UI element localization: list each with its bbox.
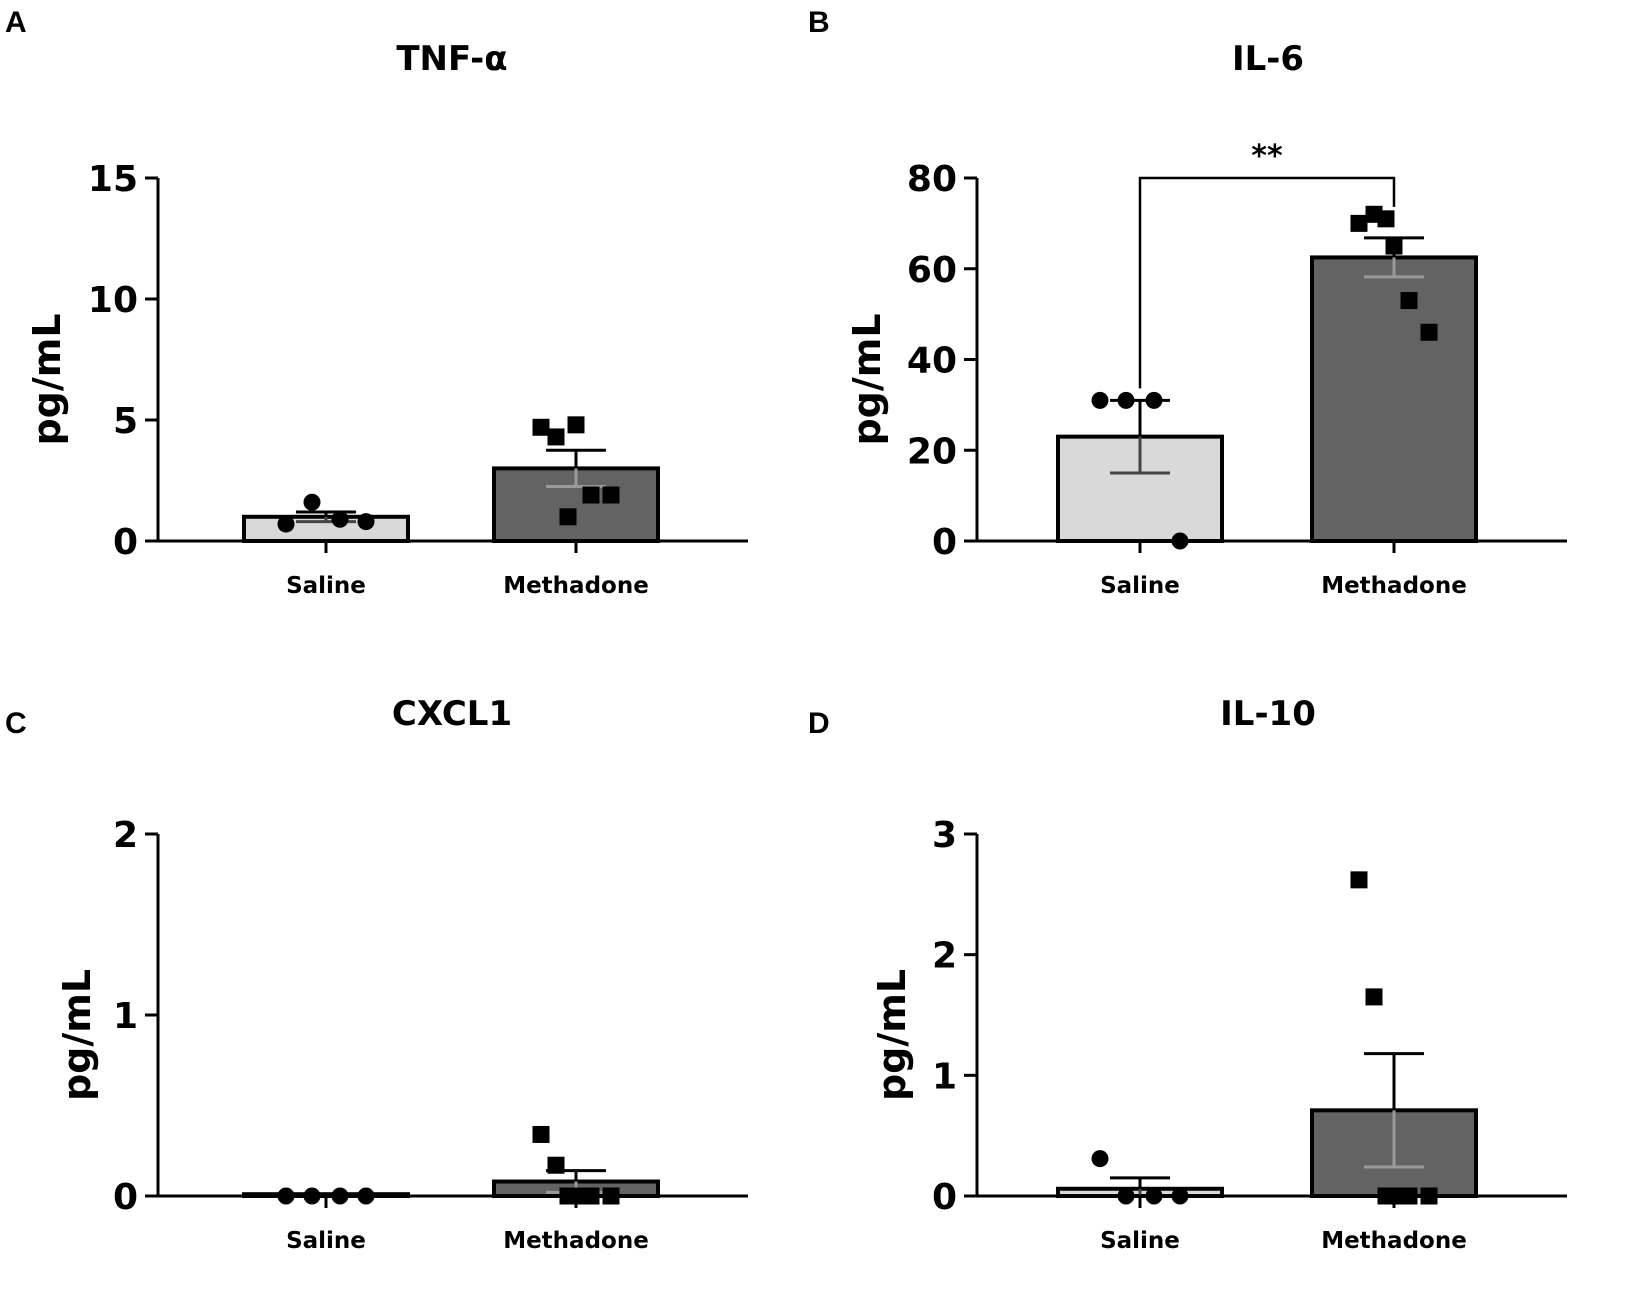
data-point-saline <box>1091 1150 1109 1168</box>
data-point-saline <box>1117 1187 1135 1205</box>
chart-title: IL-10 <box>1220 694 1316 734</box>
data-point-methadone <box>1420 323 1438 341</box>
y-tick-label: 15 <box>88 159 138 200</box>
bar-methadone <box>1310 255 1478 543</box>
y-tick-label: 60 <box>907 250 957 291</box>
significance-label: ** <box>1251 139 1283 174</box>
chart-title: IL-6 <box>1232 39 1304 79</box>
error-bar-methadone <box>1364 1052 1424 1169</box>
y-tick-label: 1 <box>113 996 138 1037</box>
data-point-methadone <box>602 1187 620 1205</box>
data-point-methadone <box>1400 1187 1418 1205</box>
data-point-methadone <box>547 428 565 446</box>
data-point-methadone <box>1385 237 1403 255</box>
x-tick-label-saline: Saline <box>286 1228 366 1254</box>
data-point-saline <box>277 1187 295 1205</box>
y-tick-label: 3 <box>932 815 957 856</box>
panel-letter: C <box>5 707 27 740</box>
data-point-methadone <box>1420 1187 1438 1205</box>
data-point-saline <box>331 1187 349 1205</box>
y-axis-label: pg/mL <box>870 969 914 1101</box>
data-point-methadone <box>532 1125 550 1143</box>
significance-bracket: ** <box>1138 139 1396 389</box>
data-point-saline <box>1145 391 1163 409</box>
panel-letter: D <box>808 707 830 740</box>
data-point-saline <box>331 510 349 528</box>
data-point-methadone <box>532 418 550 436</box>
x-tick-label-methadone: Methadone <box>1321 1228 1467 1254</box>
y-tick-label: 80 <box>907 159 957 200</box>
y-tick-label: 0 <box>932 1177 957 1218</box>
data-point-saline <box>1145 1187 1163 1205</box>
chart-title: CXCL1 <box>392 694 512 734</box>
significance-line <box>1138 176 1396 389</box>
x-tick-label-methadone: Methadone <box>503 1228 649 1254</box>
x-tick-label-saline: Saline <box>1100 1228 1180 1254</box>
data-point-methadone <box>547 1156 565 1174</box>
data-point-methadone <box>582 1187 600 1205</box>
data-point-saline <box>357 1187 375 1205</box>
y-tick-label: 0 <box>932 522 957 563</box>
y-tick-label: 0 <box>113 1177 138 1218</box>
data-point-saline <box>1171 532 1189 550</box>
data-point-methadone <box>582 486 600 504</box>
chart-title: TNF-α <box>396 39 507 79</box>
x-tick-label-methadone: Methadone <box>503 573 649 599</box>
data-point-saline <box>1171 1187 1189 1205</box>
data-point-saline <box>1117 391 1135 409</box>
y-tick-label: 0 <box>113 522 138 563</box>
panel-a: A TNF-α pg/mL 0 5 10 15 Saline Methadone <box>5 6 748 599</box>
y-tick-label: 40 <box>907 341 957 382</box>
panel-b: B IL-6 pg/mL 0 20 40 60 80 Saline Methadone ** <box>808 6 1567 599</box>
data-point-methadone <box>1350 214 1368 232</box>
data-point-saline <box>277 515 295 533</box>
x-tick-label-saline: Saline <box>1100 573 1180 599</box>
data-point-methadone <box>559 1187 577 1205</box>
panel-letter: A <box>5 6 27 39</box>
y-tick-label: 1 <box>932 1056 957 1097</box>
y-axis-label: pg/mL <box>25 313 69 445</box>
data-point-methadone <box>1377 1187 1395 1205</box>
data-point-saline <box>303 493 321 511</box>
y-tick-label: 20 <box>907 431 957 472</box>
panel-c: C CXCL1 pg/mL 0 1 2 Saline Methadone <box>5 694 748 1254</box>
y-tick-label: 2 <box>932 936 957 977</box>
data-point-methadone <box>1400 292 1418 310</box>
data-point-methadone <box>1377 210 1395 228</box>
data-point-methadone <box>1365 988 1383 1006</box>
data-point-saline <box>303 1187 321 1205</box>
data-point-saline <box>357 513 375 531</box>
panel-d: D IL-10 pg/mL 0 1 2 3 Saline Methadone <box>808 694 1567 1254</box>
data-point-methadone <box>567 416 585 434</box>
y-axis-label: pg/mL <box>845 313 889 445</box>
data-point-methadone <box>602 486 620 504</box>
y-tick-label: 5 <box>113 401 138 442</box>
data-point-methadone <box>1350 871 1368 889</box>
x-tick-label-methadone: Methadone <box>1321 573 1467 599</box>
data-point-saline <box>1091 391 1109 409</box>
y-tick-label: 2 <box>113 815 138 856</box>
data-point-methadone <box>559 508 577 526</box>
panel-letter: B <box>808 6 830 39</box>
y-axis-label: pg/mL <box>55 969 99 1101</box>
x-tick-label-saline: Saline <box>286 573 366 599</box>
y-tick-label: 10 <box>88 280 138 321</box>
